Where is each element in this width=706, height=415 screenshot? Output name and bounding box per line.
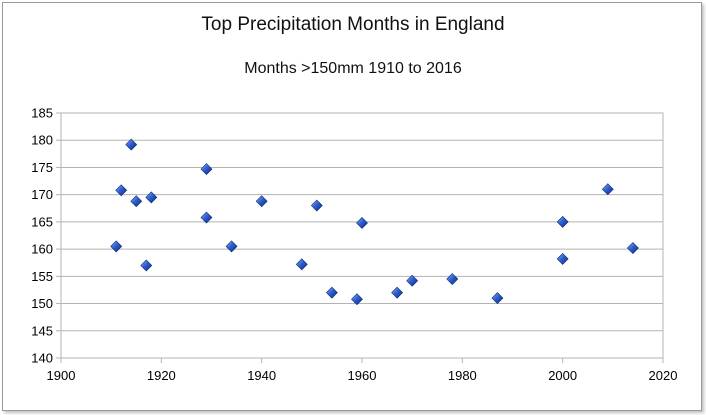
x-tick-label: 1940	[247, 368, 276, 383]
data-point	[391, 286, 404, 299]
y-tick-label: 165	[31, 214, 53, 229]
x-axis: 1900 1920 1940 1960 1980 2000 2020	[47, 358, 678, 383]
y-tick-label: 160	[31, 242, 53, 257]
data-point	[110, 240, 123, 253]
y-tick-label: 180	[31, 133, 53, 148]
y-tick-label: 170	[31, 187, 53, 202]
data-point	[601, 183, 614, 196]
x-tick-label: 1900	[47, 368, 76, 383]
y-tick-label: 175	[31, 160, 53, 175]
data-point	[556, 252, 569, 265]
data-point	[225, 240, 238, 253]
data-point	[446, 273, 459, 285]
data-point	[295, 258, 308, 271]
x-tick-label: 1920	[147, 368, 176, 383]
gridlines	[61, 112, 663, 359]
data-point	[406, 274, 419, 287]
y-tick-label: 145	[31, 323, 53, 338]
y-axis: 140 145 150 155 160 165 170 175 180 185	[31, 106, 61, 366]
data-point	[125, 138, 138, 151]
y-tick-label: 150	[31, 296, 53, 311]
x-tick-label: 2020	[649, 368, 678, 383]
data-point	[626, 242, 639, 254]
data-point	[491, 292, 504, 305]
chart-subtitle: Months >150mm 1910 to 2016	[244, 60, 462, 77]
x-tick-label: 2000	[548, 368, 577, 383]
chart-title: Top Precipitation Months in England	[201, 14, 505, 35]
y-tick-label: 185	[31, 106, 53, 121]
data-point	[325, 286, 338, 299]
data-point	[351, 293, 363, 306]
data-point	[200, 163, 213, 176]
data-point	[145, 191, 158, 204]
data-point	[556, 215, 569, 228]
x-tick-label: 1980	[448, 368, 477, 383]
data-point	[130, 195, 143, 208]
x-tick-label: 1960	[348, 368, 377, 383]
y-tick-label: 155	[31, 269, 53, 284]
y-tick-label: 140	[31, 351, 53, 366]
chart-frame	[2, 2, 702, 411]
data-points	[110, 138, 639, 306]
data-point	[356, 217, 368, 229]
plot-area	[60, 112, 664, 359]
data-point	[310, 199, 323, 212]
data-point	[255, 195, 268, 208]
data-point	[115, 184, 128, 197]
data-point	[200, 211, 213, 224]
data-point	[140, 259, 153, 272]
